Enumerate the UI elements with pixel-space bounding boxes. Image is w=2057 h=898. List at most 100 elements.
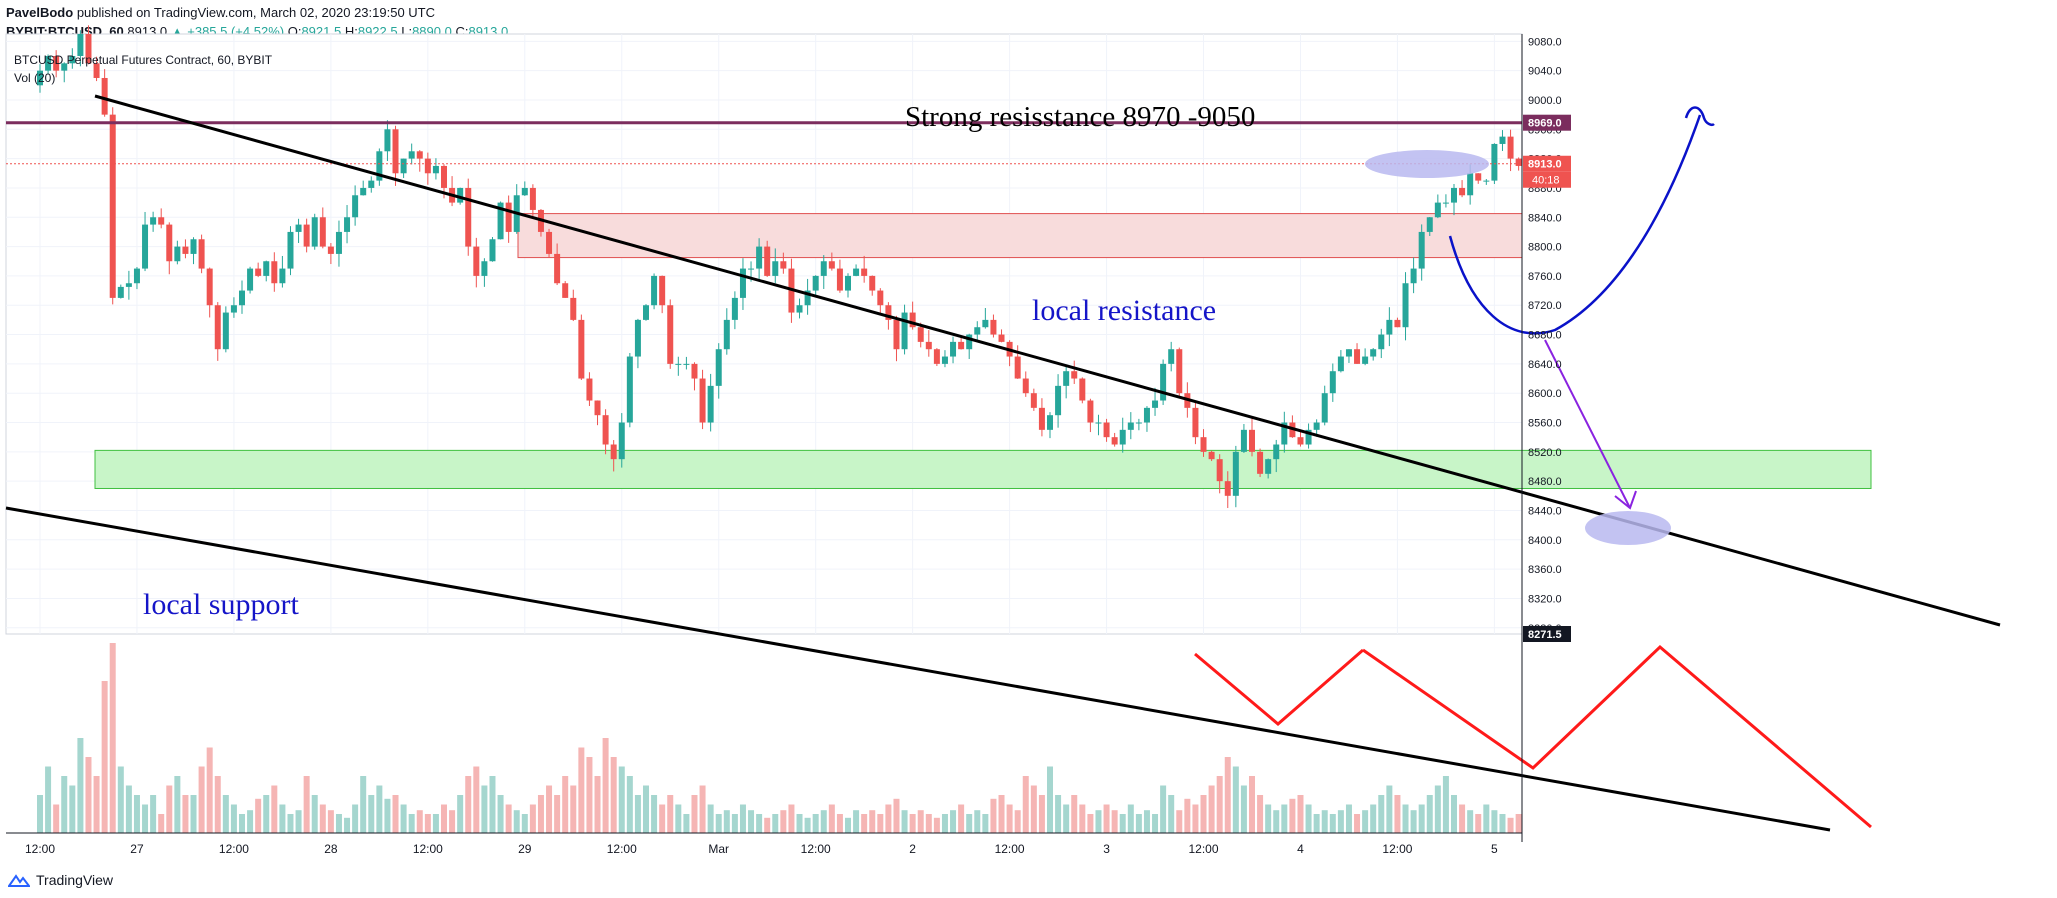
- volume-bar: [1313, 814, 1320, 833]
- local-resistance-zone: [517, 213, 1523, 259]
- countdown-label: 40:18: [1532, 175, 1560, 187]
- candle-body: [885, 305, 892, 320]
- candle-body: [206, 268, 213, 306]
- price-tag: [1523, 114, 1571, 131]
- volume-bar: [1111, 810, 1118, 833]
- volume-bar: [1475, 814, 1482, 833]
- y-tick-label: 8520.0: [1528, 447, 1562, 459]
- candle-body: [731, 297, 738, 320]
- volume-bar: [699, 785, 706, 833]
- y-tick-label: 8840.0: [1528, 212, 1562, 224]
- purple-arrow: [1544, 339, 1631, 509]
- candle-body: [1224, 481, 1231, 496]
- volume-bar: [424, 814, 431, 833]
- candle-body: [1483, 180, 1490, 182]
- candle-body: [1095, 422, 1102, 424]
- volume-bar: [489, 776, 496, 833]
- candle-body: [715, 349, 722, 386]
- volume-bar: [69, 785, 76, 833]
- candle-body: [869, 275, 876, 291]
- blue-arrow-head: [1684, 106, 1715, 126]
- candle-body: [37, 70, 43, 86]
- volume-bar: [812, 814, 819, 833]
- candle-body: [861, 268, 868, 276]
- candle-body: [360, 187, 367, 196]
- volume-bar: [1297, 795, 1304, 833]
- candle-body: [465, 187, 472, 247]
- candle-body: [917, 327, 924, 342]
- candle-body: [45, 55, 52, 71]
- y-tick-label: 8640.0: [1528, 359, 1562, 371]
- candle-body: [101, 77, 108, 115]
- candle-body: [408, 151, 415, 159]
- candle-body: [675, 363, 682, 365]
- blue-projection-curve: [1448, 114, 1702, 335]
- local-support-zone: [94, 449, 1872, 489]
- candle-body: [602, 415, 609, 445]
- volume-bar: [804, 817, 811, 833]
- candle-body: [1143, 407, 1150, 423]
- candle-body: [820, 261, 827, 276]
- volume-bar: [239, 814, 245, 833]
- candle-body: [376, 151, 383, 181]
- volume-bar: [1305, 804, 1312, 833]
- volume-bar: [594, 776, 601, 833]
- candle-body: [222, 312, 229, 350]
- volume-bar: [1370, 804, 1377, 833]
- candle-body: [247, 268, 254, 291]
- candle-body: [1442, 202, 1449, 204]
- candle-body: [69, 55, 76, 64]
- candle-body: [117, 286, 124, 298]
- x-tick-label: Mar: [708, 842, 729, 856]
- volume-bar: [142, 804, 149, 833]
- candle-body: [93, 63, 100, 78]
- candle-body: [1329, 371, 1336, 394]
- candle-body: [562, 283, 569, 298]
- volume-bar: [1354, 814, 1361, 833]
- volume-bar: [1426, 795, 1433, 833]
- volume-bar: [1232, 766, 1239, 833]
- volume-bar: [441, 804, 447, 833]
- author-name[interactable]: PavelBodo: [6, 5, 74, 20]
- volume-bar: [1014, 810, 1021, 833]
- candle-body: [1499, 136, 1506, 144]
- candle-body: [1370, 349, 1377, 357]
- x-tick-label: 12:00: [25, 842, 55, 856]
- candle-body: [287, 231, 294, 269]
- volume-bar: [279, 804, 286, 833]
- candle-body: [497, 202, 504, 240]
- volume-bar: [917, 810, 924, 833]
- candle-body: [901, 312, 908, 350]
- candle-body: [142, 224, 149, 269]
- volume-bar: [1184, 798, 1191, 833]
- volume-bar: [529, 804, 536, 833]
- candle-body: [1135, 422, 1142, 424]
- lower-channel-line: [5, 506, 1831, 832]
- volume-bar: [562, 776, 569, 833]
- candle-body: [893, 319, 900, 350]
- volume-bar: [384, 798, 391, 833]
- candle-body: [998, 334, 1005, 342]
- volume-bar: [1345, 804, 1352, 833]
- volume-bars: [37, 643, 1522, 833]
- volume-bar: [845, 817, 851, 833]
- candle-body: [723, 319, 730, 350]
- candle-body: [796, 305, 803, 313]
- volume-bar: [1192, 804, 1199, 833]
- candle-body: [1475, 173, 1482, 181]
- candle-body: [845, 275, 851, 291]
- candle-body: [1426, 217, 1433, 232]
- candle-body: [230, 305, 237, 313]
- y-tick-label: 8480.0: [1528, 476, 1562, 488]
- candle-body: [432, 165, 439, 174]
- candle-body: [933, 349, 940, 364]
- candle-body: [764, 246, 771, 276]
- volume-bar: [756, 814, 763, 833]
- tradingview-footer[interactable]: TradingView: [8, 872, 113, 888]
- volume-bar: [190, 795, 197, 833]
- volume-bar: [473, 766, 480, 833]
- candle-body: [295, 224, 302, 232]
- candle-body: [1402, 283, 1409, 328]
- candle-body: [481, 261, 488, 276]
